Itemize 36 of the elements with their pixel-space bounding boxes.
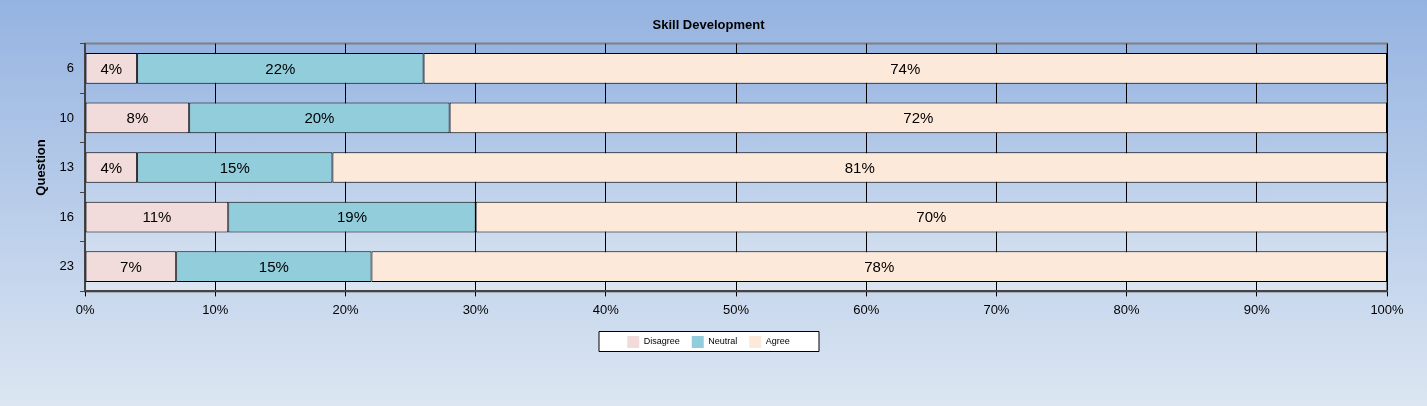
data-label: 7% xyxy=(120,257,142,275)
legend-label: Disagree xyxy=(643,336,680,347)
x-tick-label: 90% xyxy=(1243,301,1271,317)
x-tick-label: 50% xyxy=(723,301,750,317)
data-label: 70% xyxy=(916,208,947,226)
data-label: 22% xyxy=(265,59,296,77)
legend-label: Agree xyxy=(765,336,790,347)
x-tick-label: 80% xyxy=(1113,301,1141,317)
x-tick-label: 10% xyxy=(202,301,229,317)
data-label: 15% xyxy=(219,158,250,176)
data-label: 20% xyxy=(304,109,335,127)
y-tick-label: 16 xyxy=(59,208,75,224)
x-tick-label: 30% xyxy=(462,301,490,317)
data-label: 11% xyxy=(142,208,172,226)
data-label: 81% xyxy=(844,158,875,176)
chart-title: Skill Development xyxy=(652,17,766,33)
legend-label: Neutral xyxy=(708,336,738,347)
data-label: 74% xyxy=(890,59,921,77)
y-axis-title: Question xyxy=(33,139,49,196)
data-label: 4% xyxy=(100,59,123,77)
x-tick-label: 40% xyxy=(592,301,620,317)
data-label: 8% xyxy=(126,109,149,127)
y-tick-label: 10 xyxy=(59,109,75,125)
x-tick-label: 20% xyxy=(332,301,359,317)
data-label: 15% xyxy=(258,257,289,275)
x-tick-label: 0% xyxy=(75,301,95,317)
y-tick-label: 23 xyxy=(59,258,75,274)
data-label: 72% xyxy=(903,109,934,127)
data-label: 19% xyxy=(336,208,367,226)
data-label: 78% xyxy=(864,257,895,275)
data-label: 4% xyxy=(100,158,123,176)
x-tick-label: 60% xyxy=(853,301,880,317)
y-tick-label: 13 xyxy=(59,159,75,175)
y-tick-label: 6 xyxy=(66,59,75,75)
x-tick-label: 100% xyxy=(1370,301,1405,317)
x-tick-label: 70% xyxy=(983,301,1010,317)
